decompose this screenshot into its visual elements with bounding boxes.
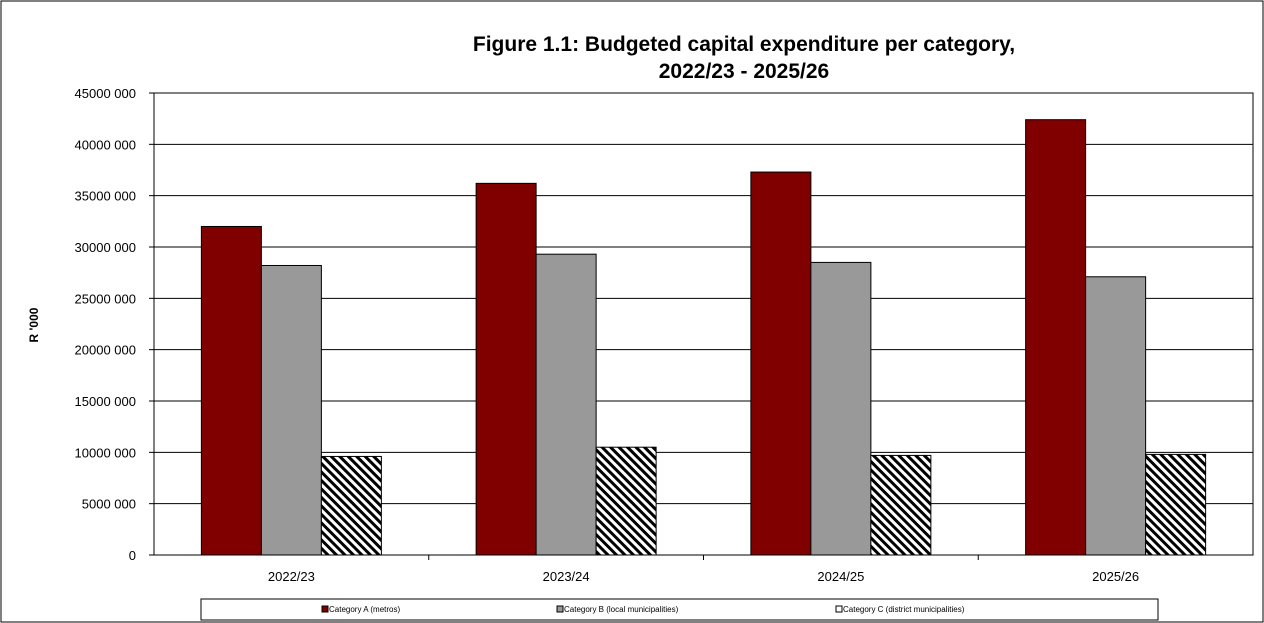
y-axis-ticks: 0 5000 000 10000 000 15000 000 20000 000 2500…: [75, 86, 154, 563]
bar: [750, 171, 812, 556]
y-tick-label: 35000 000: [75, 189, 136, 204]
y-tick-label: 40000 000: [75, 137, 136, 152]
x-tick-label: 2025/26: [1092, 569, 1139, 584]
legend-box: [200, 598, 1159, 621]
bar: [535, 253, 597, 556]
bar: [1085, 276, 1147, 556]
bar: [595, 446, 657, 556]
y-tick-label: 10000 000: [75, 445, 136, 460]
y-tick-label: 45000 000: [75, 86, 136, 101]
bar: [475, 182, 537, 556]
legend-label: Category C (district municipalities): [843, 605, 965, 614]
bar: [260, 264, 322, 556]
legend-label: Category A (metros): [329, 605, 400, 614]
y-tick-label: 25000 000: [75, 291, 136, 306]
y-tick-label: 20000 000: [75, 343, 136, 358]
bar: [870, 454, 932, 556]
legend-items: Category A (metros) Category B (local mun…: [321, 605, 965, 614]
y-tick-label: 15000 000: [75, 394, 136, 409]
legend-label: Category B (local municipalities): [564, 605, 679, 614]
legend-swatch: [835, 605, 843, 613]
y-tick-label: 5000 000: [82, 497, 136, 512]
bar: [1145, 453, 1207, 556]
bar: [320, 455, 382, 556]
y-axis-label: R '000: [27, 307, 41, 342]
chart-title-line2: 2022/23 - 2025/26: [659, 60, 829, 83]
x-axis-ticks: 2022/23 2023/24 2024/25 2025/26: [268, 555, 1139, 584]
x-tick-label: 2023/24: [543, 569, 590, 584]
x-tick-label: 2022/23: [268, 569, 315, 584]
bar: [1025, 119, 1087, 556]
y-tick-label: 30000 000: [75, 240, 136, 255]
bars: [200, 119, 1207, 556]
chart-title-line1: Figure 1.1: Budgeted capital expenditure…: [473, 33, 1015, 56]
legend-swatch: [321, 605, 329, 613]
legend-swatch: [556, 605, 564, 613]
bar: [200, 225, 262, 556]
y-tick-label: 0: [129, 548, 136, 563]
x-tick-label: 2024/25: [817, 569, 864, 584]
bar: [810, 261, 872, 556]
legend: Category A (metros) Category B (local mun…: [200, 598, 1159, 621]
